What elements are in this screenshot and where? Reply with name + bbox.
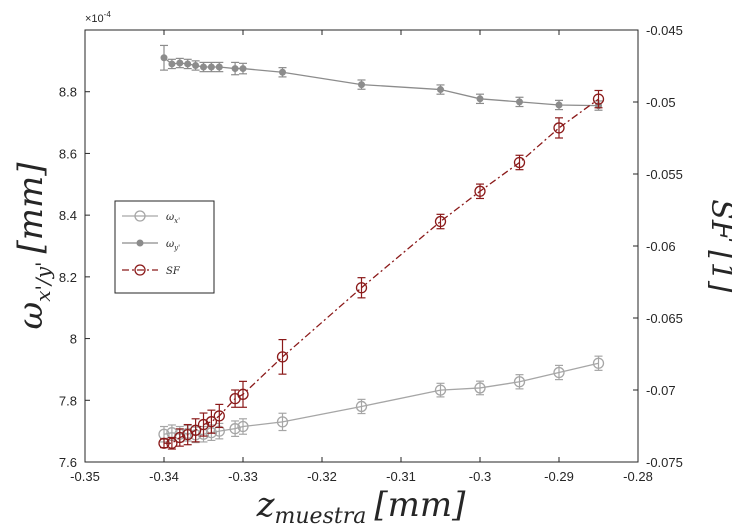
- data-point: [215, 63, 223, 71]
- error-bar: [555, 117, 563, 139]
- data-point: [213, 410, 225, 422]
- error-bar: [239, 380, 247, 408]
- data-point: [229, 423, 241, 435]
- error-bar: [199, 412, 208, 437]
- series-layer: [158, 44, 605, 450]
- legend-box: [114, 200, 215, 294]
- data-point: [474, 382, 486, 394]
- left-tick-label: 7.8: [59, 393, 77, 408]
- data-point: [189, 424, 202, 436]
- x-axis: -0.35 -0.34 -0.33 -0.32 -0.31 -0.3 -0.29 -0.28: [70, 30, 653, 484]
- data-point: [553, 366, 565, 379]
- data-point: [437, 86, 444, 94]
- right-y-axis-label: SF [1]: [704, 199, 732, 293]
- data-point: [237, 388, 249, 400]
- error-bar: [183, 423, 192, 446]
- data-point: [166, 437, 178, 449]
- legend-entry: SF: [122, 264, 181, 277]
- data-point: [192, 61, 200, 69]
- legend-entry: ωy': [122, 239, 180, 252]
- data-point: [516, 98, 523, 106]
- data-point: [434, 215, 447, 228]
- data-point: [555, 101, 563, 109]
- left-y-axis: 7.6 7.8 8 8.2 8.4 8.6 8.8: [59, 85, 90, 470]
- legend-label: ωx': [166, 212, 180, 225]
- data-point: [207, 63, 215, 71]
- data-point: [358, 81, 365, 89]
- left-tick-label: 8.4: [59, 208, 77, 223]
- right-tick-label: -0.05: [646, 95, 676, 110]
- series-2: [158, 89, 605, 450]
- right-y-axis: -0.075 -0.07 -0.065 -0.06 -0.055 -0.05 -0.045: [633, 23, 683, 470]
- data-point: [158, 437, 170, 449]
- data-point: [513, 156, 526, 169]
- legend-label: SF: [166, 266, 181, 277]
- data-point: [513, 376, 526, 388]
- data-point: [176, 59, 184, 67]
- legend-label: ωy': [166, 239, 180, 252]
- right-tick-label: -0.045: [646, 23, 683, 38]
- data-point: [231, 65, 239, 73]
- data-point: [174, 431, 186, 444]
- x-tick-label: -0.32: [307, 469, 337, 484]
- left-y-axis-label: ωx'/y'[mm]: [11, 162, 55, 330]
- x-tick-label: -0.35: [70, 469, 100, 484]
- data-point: [355, 400, 368, 413]
- legend-marker: [134, 264, 146, 276]
- left-tick-label: 8: [70, 332, 77, 347]
- right-tick-label: -0.07: [646, 383, 676, 398]
- series-1: [160, 44, 603, 111]
- error-bar: [215, 403, 224, 429]
- x-tick-label: -0.33: [228, 469, 258, 484]
- x-axis-label: zmuestra [mm]: [256, 485, 466, 526]
- left-tick-label: 7.6: [59, 455, 77, 470]
- error-bar: [231, 389, 240, 408]
- x-tick-label: -0.29: [544, 469, 574, 484]
- data-point: [434, 384, 447, 396]
- data-point: [279, 68, 286, 76]
- right-tick-label: -0.06: [646, 239, 676, 254]
- error-bar: [357, 277, 366, 299]
- legend-marker: [134, 210, 146, 222]
- data-point: [592, 357, 605, 369]
- data-point: [276, 351, 289, 363]
- data-point: [184, 60, 192, 68]
- error-bar: [175, 428, 184, 447]
- left-axis-exponent: ×10-4: [85, 10, 111, 25]
- data-point: [474, 185, 486, 197]
- left-tick-label: 8.2: [59, 270, 77, 285]
- error-bar: [278, 412, 287, 432]
- right-tick-label: -0.055: [646, 167, 683, 182]
- error-bar: [207, 409, 216, 434]
- error-bar: [278, 339, 287, 375]
- left-tick-label: 8.6: [59, 146, 77, 161]
- data-point: [239, 65, 247, 73]
- data-point: [160, 54, 168, 62]
- data-point: [553, 122, 565, 134]
- data-point: [476, 95, 484, 103]
- x-tick-label: -0.31: [386, 469, 416, 484]
- error-bar: [191, 418, 200, 443]
- x-tick-label: -0.3: [469, 469, 491, 484]
- x-tick-label: -0.28: [623, 469, 653, 484]
- legend-marker: [136, 239, 144, 247]
- x-tick-label: -0.34: [149, 469, 179, 484]
- data-point: [200, 63, 207, 71]
- right-tick-label: -0.075: [646, 455, 683, 470]
- data-point: [355, 282, 368, 294]
- data-point: [592, 93, 605, 105]
- data-point: [205, 416, 218, 428]
- data-point: [168, 60, 176, 68]
- data-point: [237, 420, 249, 433]
- left-tick-label: 8.8: [59, 85, 77, 100]
- error-bar: [594, 89, 603, 109]
- legend-entry: ωx': [122, 210, 180, 225]
- data-point: [197, 418, 210, 431]
- right-tick-label: -0.065: [646, 311, 683, 326]
- legend: ωx' ωy' SF: [114, 200, 215, 294]
- data-point: [276, 416, 289, 428]
